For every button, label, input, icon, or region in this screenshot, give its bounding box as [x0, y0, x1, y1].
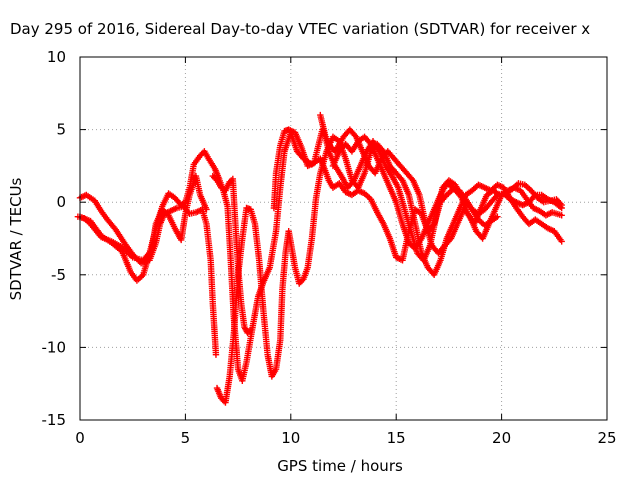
series-4	[209, 172, 254, 337]
x-tick-label: 25	[597, 429, 616, 447]
x-tick-label: 0	[75, 429, 85, 447]
series-7	[329, 133, 565, 252]
data-point	[558, 201, 565, 209]
y-tick-label: 0	[56, 193, 66, 211]
y-tick-label: 10	[47, 48, 66, 66]
plot-frame	[79, 56, 608, 421]
data-point	[558, 212, 565, 219]
x-tick-label: 5	[181, 429, 191, 447]
data-series	[74, 111, 565, 406]
y-tick-label: -15	[42, 411, 67, 429]
chart-title: Day 295 of 2016, Sidereal Day-to-day VTE…	[10, 20, 590, 38]
series-1	[76, 191, 220, 358]
series-3	[74, 172, 210, 264]
x-axis-label: GPS time / hours	[277, 457, 403, 475]
series-2	[76, 129, 501, 384]
y-tick-label: 5	[56, 121, 66, 139]
grid-lines	[80, 57, 607, 420]
series-6	[270, 126, 565, 257]
x-tick-label: 10	[281, 429, 300, 447]
data-point	[212, 351, 220, 358]
data-point	[203, 206, 210, 213]
data-point	[558, 238, 565, 245]
y-axis-ticks: -15 -10 -5 0 5 10	[42, 48, 607, 429]
y-axis-label: SDTVAR / TECUs	[7, 177, 25, 300]
series-8	[317, 111, 565, 264]
data-point	[247, 326, 254, 334]
y-tick-label: -10	[42, 338, 67, 356]
y-tick-label: -5	[51, 266, 66, 284]
x-tick-label: 20	[492, 429, 511, 447]
x-tick-label: 15	[387, 429, 406, 447]
x-axis-ticks: 0 5 10 15 20 25	[75, 57, 617, 447]
